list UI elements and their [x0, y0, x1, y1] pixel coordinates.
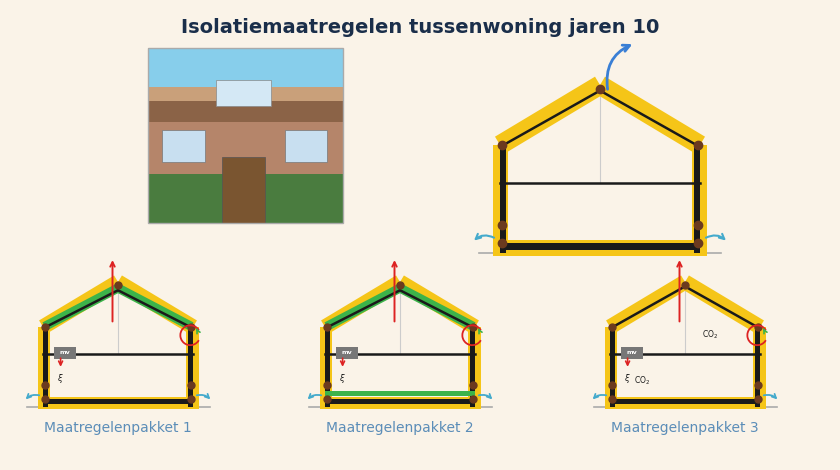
Bar [43, 400, 193, 404]
Bar [43, 385, 48, 407]
Text: Maatregelenpakket 2: Maatregelenpakket 2 [326, 421, 474, 435]
Bar [694, 145, 700, 225]
Bar [38, 327, 50, 385]
Bar [621, 346, 643, 359]
Bar [605, 385, 617, 407]
Bar [148, 48, 343, 223]
Bar [43, 327, 48, 385]
Bar [216, 79, 270, 106]
Bar [694, 225, 700, 253]
Bar [469, 327, 480, 385]
Bar [755, 385, 760, 407]
Bar [336, 346, 358, 359]
Text: $\xi$: $\xi$ [624, 372, 631, 385]
Bar [470, 385, 475, 407]
Bar [148, 86, 343, 125]
Bar [285, 130, 328, 162]
Text: $\xi$: $\xi$ [339, 372, 346, 385]
Bar [493, 225, 508, 253]
Bar [319, 397, 480, 409]
Bar [500, 145, 507, 225]
Bar [469, 385, 480, 407]
Bar [161, 130, 205, 162]
Bar [319, 327, 332, 385]
Bar [325, 327, 330, 385]
Text: CO$_2$: CO$_2$ [701, 329, 718, 341]
Bar [500, 225, 507, 253]
Bar [222, 157, 265, 223]
Bar [148, 101, 343, 122]
Bar [188, 385, 193, 407]
Bar [325, 400, 475, 404]
Bar [493, 145, 508, 225]
Bar [186, 385, 198, 407]
Bar [148, 122, 343, 188]
Bar [691, 145, 707, 225]
Bar [148, 48, 343, 115]
Text: mv: mv [60, 350, 71, 355]
Bar [610, 385, 615, 407]
Bar [691, 225, 707, 253]
Bar [493, 240, 707, 256]
Text: mv: mv [627, 350, 638, 355]
Bar [148, 174, 343, 223]
Text: Maatregelenpakket 1: Maatregelenpakket 1 [45, 421, 192, 435]
Bar [753, 327, 765, 385]
Bar [605, 327, 617, 385]
Text: CO$_2$: CO$_2$ [634, 375, 650, 387]
Bar [319, 385, 332, 407]
Bar [610, 327, 615, 385]
Bar [325, 391, 475, 396]
Bar [500, 243, 700, 250]
Text: Maatregelenpakket 3: Maatregelenpakket 3 [612, 421, 759, 435]
Bar [753, 385, 765, 407]
Bar [188, 327, 193, 385]
Bar [605, 397, 765, 409]
Bar [54, 346, 76, 359]
Bar [186, 327, 198, 385]
Bar [610, 400, 760, 404]
Text: mv: mv [342, 350, 352, 355]
Text: $\xi$: $\xi$ [57, 372, 64, 385]
Text: Isolatiemaatregelen tussenwoning jaren 10: Isolatiemaatregelen tussenwoning jaren 1… [181, 18, 659, 37]
Bar [38, 397, 198, 409]
Bar [325, 385, 330, 407]
Bar [755, 327, 760, 385]
Bar [470, 327, 475, 385]
Bar [38, 385, 50, 407]
